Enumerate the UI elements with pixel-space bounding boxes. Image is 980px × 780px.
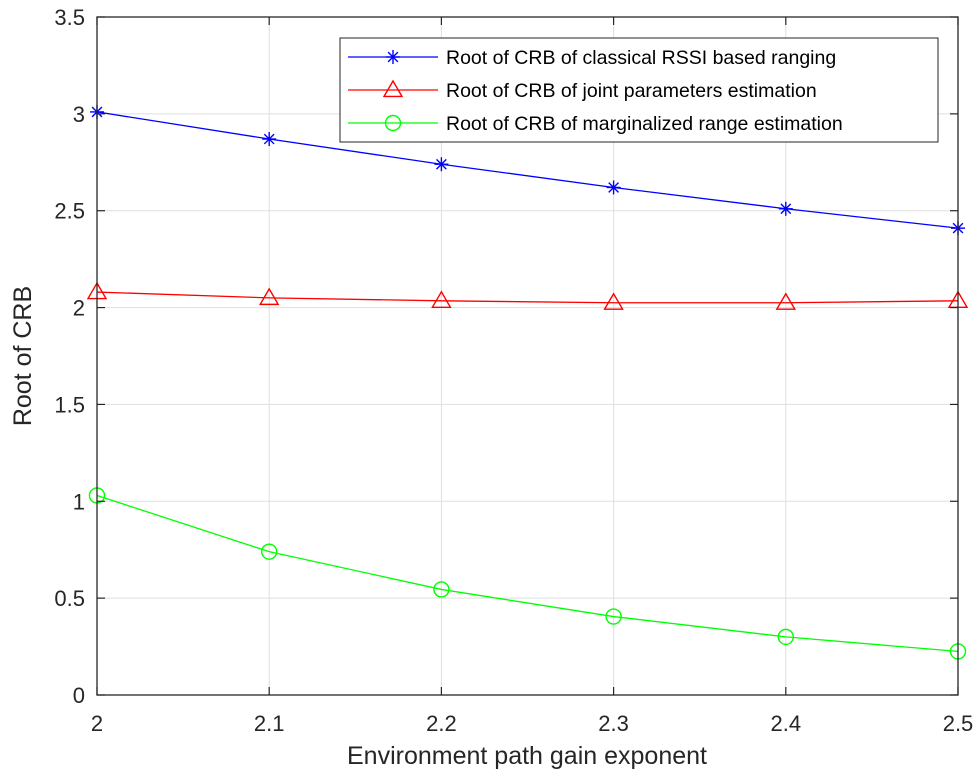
x-tick-label: 2.4 [771,711,802,736]
asterisk-stroke [780,203,792,215]
data-point [778,201,793,216]
legend-marker [384,114,402,132]
x-tick-label: 2.5 [943,711,974,736]
data-point [433,581,450,598]
data-point [605,608,622,625]
x-axis-label: Environment path gain exponent [347,742,707,770]
series-line [96,494,959,653]
y-axis-label: Root of CRB [9,286,37,426]
x-tick-label: 2 [91,711,103,736]
data-point [603,292,624,310]
y-tick-label: 1.5 [54,392,85,417]
data-point [434,157,449,172]
axes-box [96,16,959,696]
legend-entry: Root of CRB of joint parameters estimati… [348,79,817,102]
y-tick-label: 2 [73,296,85,321]
legend-marker [382,79,404,98]
asterisk-stroke [387,51,399,63]
data-point [777,628,794,646]
legend-label: Root of CRB of joint parameters estimati… [446,80,817,102]
data-point [431,290,452,308]
legend-marker [386,50,400,64]
legend-label: Root of CRB of classical RSSI based rang… [446,47,836,69]
data-point [775,292,797,310]
y-tick-label: 0.5 [54,586,85,611]
y-tick-label: 0 [73,683,85,708]
x-tick-label: 2.1 [254,711,285,736]
legend-entry: Root of CRB of marginalized range estima… [348,113,843,135]
axes [96,16,959,696]
x-tick-label: 2.2 [426,711,457,736]
asterisk-stroke [436,158,447,170]
x-axis: 2 2.1 2.2 2.3 2.4 2.5 [91,17,973,736]
legend-label: Root of CRB of marginalized range estima… [446,113,843,135]
data-point [261,543,278,560]
y-tick-label: 2.5 [54,199,85,224]
data-point [258,287,280,306]
legend: Root of CRB of classical RSSI based rang… [339,37,939,143]
y-tick-label: 3.5 [54,5,85,30]
series-line [96,291,959,304]
x-tick-label: 2.3 [598,711,629,736]
series-line [96,111,959,229]
asterisk-stroke [608,182,619,193]
y-tick-label: 3 [73,102,85,127]
data-point [606,180,621,195]
data-point [262,132,277,147]
y-tick-label: 1 [73,489,85,514]
asterisk-stroke [263,133,275,145]
y-axis: 0 0.5 1 1.5 2 2.5 3 3.5 [54,5,958,708]
legend-box [339,37,939,143]
legend-entry: Root of CRB of classical RSSI based rang… [348,47,836,69]
